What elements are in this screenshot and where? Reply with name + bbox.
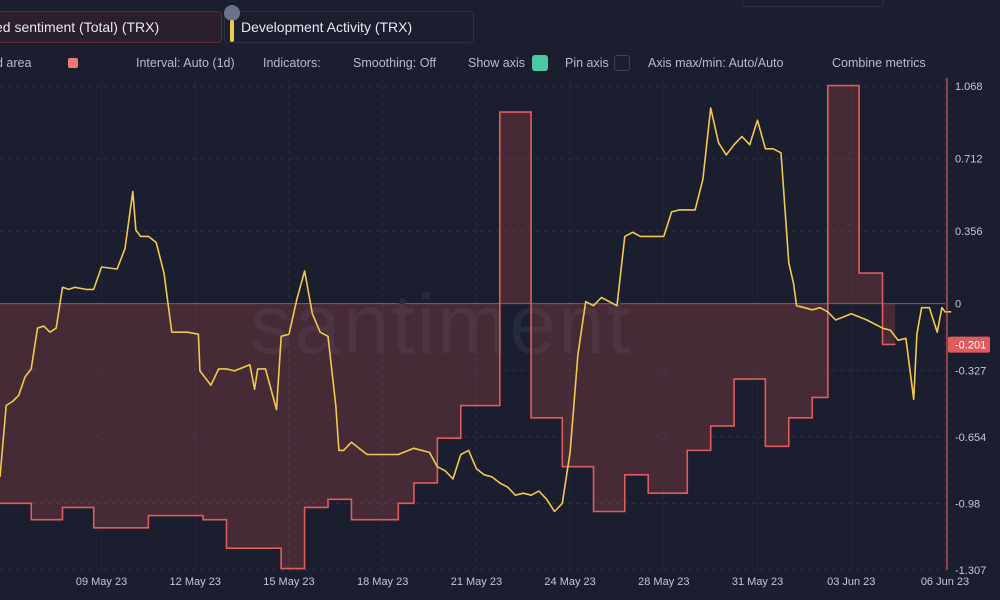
y-tick-label: -0.98 — [955, 498, 980, 510]
y-tick-label: 0 — [955, 299, 961, 311]
combine-metrics-button[interactable]: Combine metrics — [832, 56, 926, 70]
x-tick-label: 28 May 23 — [638, 576, 689, 588]
x-tick-label: 09 May 23 — [76, 576, 127, 588]
series-color-indicator — [230, 20, 234, 42]
drag-handle-icon[interactable] — [224, 5, 240, 21]
metric-chip-dev-activity[interactable]: Development Activity (TRX) — [224, 11, 474, 43]
sentiment-area — [0, 85, 895, 569]
metric-chip-sentiment[interactable]: ed sentiment (Total) (TRX) — [0, 11, 222, 43]
x-tick-label: 06 Jun 23 — [921, 576, 969, 588]
x-tick-label: 24 May 23 — [544, 576, 595, 588]
y-tick-label: -1.307 — [955, 565, 986, 577]
axis-maxmin-selector[interactable]: Axis max/min: Auto/Auto — [648, 56, 784, 70]
x-tick-label: 03 Jun 23 — [827, 576, 875, 588]
x-tick-label: 21 May 23 — [451, 576, 502, 588]
y-tick-label: -0.327 — [955, 365, 986, 377]
shaded-area-label: d area — [0, 56, 32, 70]
x-tick-label: 15 May 23 — [263, 576, 314, 588]
x-tick-label: 18 May 23 — [357, 576, 408, 588]
y-tick-label: 0.712 — [955, 154, 983, 166]
chart-area: santiment 1.068 0.712 0.356 0 -0.327 -0.654 -0… — [0, 78, 1000, 600]
pin-axis-toggle[interactable] — [614, 55, 630, 71]
settings-bar: d area Interval: Auto (1d) Indicators: S… — [0, 50, 1000, 76]
chart-svg: santiment 1.068 0.712 0.356 0 -0.327 -0.654 -0… — [0, 78, 990, 588]
sentiment-line — [0, 84, 896, 570]
y-tick-label: 0.356 — [955, 226, 983, 238]
indicators-menu[interactable]: Indicators: — [263, 56, 321, 70]
shaded-area-color-swatch[interactable] — [68, 58, 78, 68]
interval-selector[interactable]: Interval: Auto (1d) — [136, 56, 235, 70]
show-axis-label: Show axis — [468, 56, 525, 70]
x-tick-label: 12 May 23 — [170, 576, 221, 588]
metric-chip-sentiment-label: ed sentiment (Total) (TRX) — [0, 19, 160, 35]
watermark: santiment — [250, 277, 632, 371]
metric-chip-dev-activity-label: Development Activity (TRX) — [241, 19, 413, 35]
y-tick-label: 1.068 — [955, 81, 983, 93]
show-axis-toggle[interactable] — [532, 55, 548, 71]
current-value-label: -0.201 — [955, 340, 986, 352]
y-tick-label: -0.654 — [955, 432, 986, 444]
x-tick-label: 31 May 23 — [732, 576, 783, 588]
current-value-badge — [948, 336, 990, 353]
pin-axis-label: Pin axis — [565, 56, 609, 70]
top-right-tab[interactable] — [742, 0, 884, 7]
dev-activity-line — [0, 107, 952, 513]
smoothing-selector[interactable]: Smoothing: Off — [353, 56, 437, 70]
